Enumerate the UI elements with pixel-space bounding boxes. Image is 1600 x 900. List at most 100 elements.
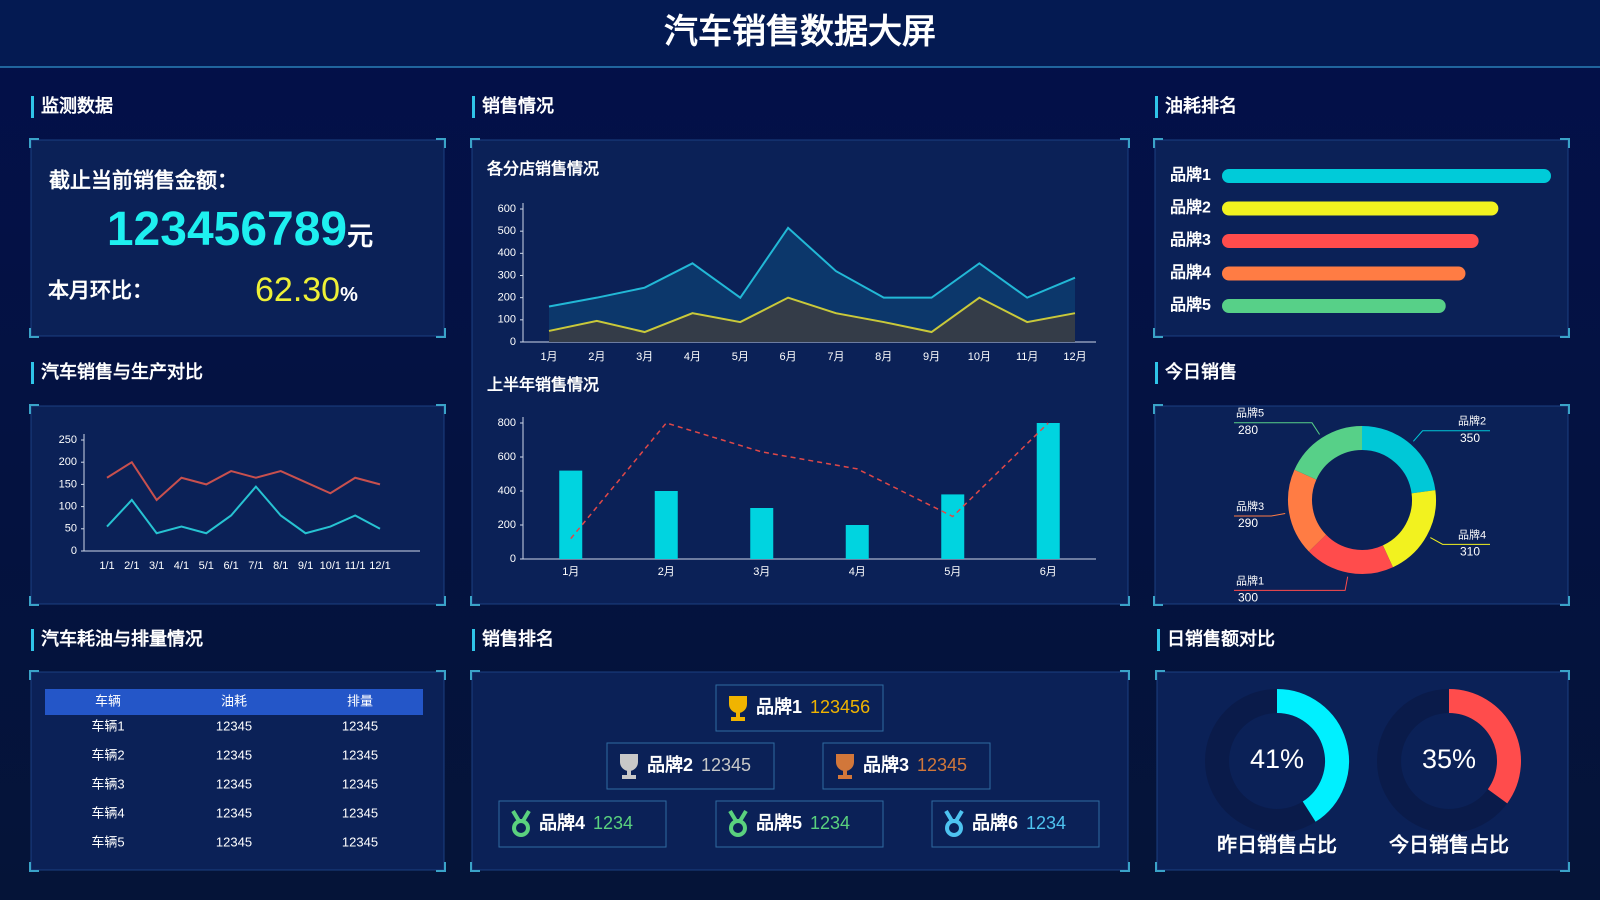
table-cell: 12345 [342,718,378,733]
x-tick-label: 1月 [540,351,557,363]
rank-line: 品牌3 12345 [863,754,967,775]
panel [471,671,1129,871]
title-marker [1157,629,1160,651]
rank-box [498,800,667,848]
rank-name: 品牌6 [972,812,1018,833]
leader-line [1234,422,1321,435]
rank-value: 12345 [701,755,751,775]
rank-name: 品牌5 [756,812,802,833]
gauge-value: 35% [1422,744,1476,774]
area [549,227,1075,342]
rank-value: 1234 [1026,813,1066,833]
x-tick-label: 10月 [968,351,991,363]
x-tick-label: 9/1 [298,560,313,572]
x-tick-label: 2/1 [124,560,139,572]
title-marker [31,362,34,384]
bar [845,525,869,559]
panel [30,405,445,605]
panel-corner [29,138,446,338]
y-tick-label: 200 [59,456,77,468]
y-tick-label: 200 [498,292,516,304]
rank-name: 品牌2 [647,754,693,775]
mom-line: 62.30% [255,271,358,309]
y-tick-label: 100 [59,501,77,513]
panel [30,139,445,337]
pie-value: 280 [1238,423,1258,437]
leader-line [1234,576,1349,591]
rank-line: 品牌1 123456 [756,696,870,717]
rank-box [931,800,1100,848]
mom-value: 62.30 [255,271,340,309]
line [570,422,1049,540]
donut-segment [1294,426,1363,481]
area [549,297,1075,342]
gauge-title: 昨日销售占比 [1217,832,1337,856]
title-marker [31,629,34,651]
line [106,485,381,535]
x-tick-label: 2月 [658,566,675,578]
table-header: 车辆 [95,693,121,708]
bar-label: 品牌3 [1170,230,1211,249]
rank-name: 品牌1 [756,696,802,717]
amount-line: 123456789元 [107,203,373,256]
table-cell: 12345 [342,776,378,791]
panel-corner [29,404,446,606]
pie-value: 310 [1460,545,1480,559]
table-header: 油耗 [221,693,247,708]
rank-value: 12345 [917,755,967,775]
rank-value: 123456 [810,697,870,717]
trophy-icon [620,754,638,779]
table-cell: 12345 [216,747,252,762]
x-tick-label: 4月 [849,566,866,578]
leader-line [1412,430,1490,442]
title-marker [1155,362,1158,384]
gauge-value: 41% [1250,744,1304,774]
pie-label: 品牌2 [1458,414,1486,428]
x-tick-label: 3月 [636,351,653,363]
x-tick-label: 2月 [588,351,605,363]
x-tick-label: 3月 [753,566,770,578]
bar [1222,201,1499,216]
trophy-icon [836,754,854,779]
bar [1222,169,1551,183]
table-cell: 车辆4 [91,805,124,820]
bar [654,491,678,559]
table-cell: 12345 [342,805,378,820]
pie-label: 品牌5 [1236,406,1264,420]
pie-label: 品牌1 [1236,573,1264,587]
header-bar [0,0,1600,67]
pie-value: 300 [1238,591,1258,605]
x-tick-label: 10/1 [320,560,341,572]
table-cell: 12345 [216,834,252,849]
rank-box [822,742,991,790]
mom-unit: % [340,284,358,306]
rank-box [715,684,884,732]
table-cell: 12345 [342,747,378,762]
table-cell: 12345 [216,805,252,820]
x-tick-label: 7月 [827,351,844,363]
y-tick-label: 400 [498,485,516,497]
title-marker [31,96,34,118]
mom-label: 本月环比： [48,280,153,303]
line [548,226,1076,308]
y-tick-label: 200 [498,519,516,531]
chart-title: 各分店销售情况 [486,159,599,178]
rank-line: 品牌4 1234 [539,812,633,833]
donut-segment [1288,469,1327,552]
rank-value: 1234 [810,813,850,833]
amount: 123456789 [107,203,347,256]
gauge-arc [1448,689,1521,804]
x-tick-label: 12/1 [369,560,390,572]
rank-box [606,742,775,790]
panel-title: 销售情况 [482,95,554,116]
leader-line [1430,537,1490,545]
donut-segment [1361,426,1436,494]
x-tick-label: 4/1 [174,560,189,572]
y-tick-label: 0 [510,553,516,565]
medal-inner [949,823,959,833]
rank-name: 品牌4 [539,812,585,833]
rank-value: 1234 [593,813,633,833]
x-tick-label: 7/1 [248,560,263,572]
rank-line: 品牌5 1234 [756,812,850,833]
panel-corner [470,138,1130,606]
